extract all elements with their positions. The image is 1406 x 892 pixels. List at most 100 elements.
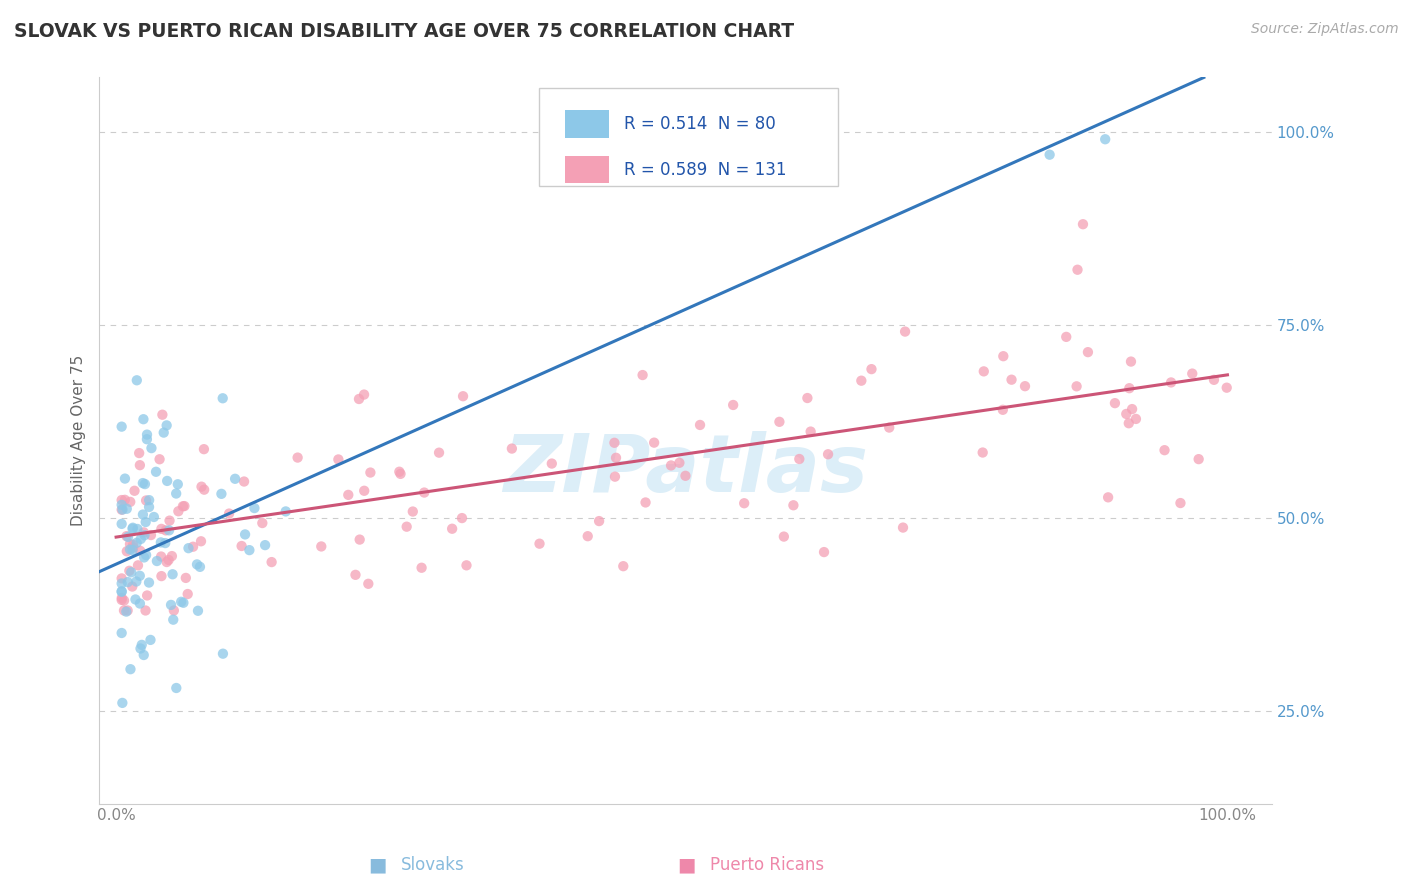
Bar	[565, 110, 609, 137]
Point	[233, 527, 256, 541]
Point	[160, 598, 183, 612]
Point	[118, 537, 141, 551]
Point	[156, 474, 179, 488]
Point	[162, 613, 184, 627]
Point	[1014, 379, 1036, 393]
Point	[991, 402, 1014, 417]
Point	[796, 391, 818, 405]
Point	[733, 496, 755, 510]
Point	[659, 458, 682, 473]
Point	[634, 495, 657, 509]
Point	[254, 538, 277, 552]
Point	[1188, 452, 1211, 467]
Point	[125, 373, 148, 387]
Point	[1153, 443, 1175, 458]
Point	[122, 541, 145, 555]
Point	[218, 507, 240, 521]
Point	[721, 398, 744, 412]
Point	[973, 364, 995, 378]
Point	[186, 558, 208, 572]
Point	[115, 605, 138, 619]
Point	[150, 549, 173, 564]
Point	[993, 349, 1015, 363]
Point	[789, 452, 811, 467]
Point	[112, 593, 135, 607]
Point	[122, 538, 145, 552]
Point	[501, 442, 523, 456]
Point	[150, 522, 173, 536]
Point	[134, 528, 156, 542]
Point	[287, 450, 309, 465]
Point	[877, 420, 900, 434]
Point	[972, 445, 994, 459]
Point	[139, 632, 162, 647]
Point	[159, 514, 181, 528]
Point	[124, 592, 146, 607]
Point	[111, 502, 134, 516]
Point	[135, 432, 157, 446]
Point	[800, 425, 823, 439]
Point	[540, 457, 562, 471]
Point	[131, 638, 153, 652]
Point	[328, 452, 350, 467]
Point	[114, 492, 136, 507]
Point	[190, 480, 212, 494]
Point	[120, 662, 142, 676]
Point	[1121, 402, 1143, 417]
Text: Source: ZipAtlas.com: Source: ZipAtlas.com	[1251, 22, 1399, 37]
Point	[1119, 354, 1142, 368]
Point	[1094, 132, 1116, 146]
Point	[172, 596, 194, 610]
Point	[817, 447, 839, 461]
Point	[576, 529, 599, 543]
Point	[128, 458, 150, 472]
Bar	[565, 156, 609, 184]
Point	[177, 541, 200, 556]
Point	[111, 593, 134, 607]
Point	[174, 571, 197, 585]
Point	[135, 548, 157, 562]
Point	[152, 425, 174, 440]
Point	[1000, 373, 1022, 387]
Point	[163, 603, 186, 617]
Point	[117, 575, 139, 590]
Point	[1066, 379, 1088, 393]
Point	[157, 524, 180, 538]
Point	[231, 539, 253, 553]
Point	[150, 569, 173, 583]
Point	[1039, 147, 1062, 161]
Point	[1115, 407, 1137, 421]
Point	[675, 468, 697, 483]
Point	[111, 584, 134, 599]
Point	[135, 603, 157, 617]
Point	[132, 648, 155, 662]
Point	[344, 567, 367, 582]
Point	[165, 681, 187, 695]
Point	[311, 540, 333, 554]
Point	[894, 325, 917, 339]
Point	[111, 576, 134, 591]
Point	[349, 533, 371, 547]
Point	[1118, 416, 1140, 430]
Point	[111, 516, 134, 531]
Point	[111, 493, 134, 508]
Point	[209, 487, 232, 501]
Point	[190, 534, 212, 549]
Point	[1202, 373, 1225, 387]
Text: R = 0.589  N = 131: R = 0.589 N = 131	[623, 161, 786, 178]
Point	[427, 445, 450, 459]
Point	[115, 544, 138, 558]
Point	[155, 524, 177, 538]
Point	[782, 498, 804, 512]
Point	[347, 392, 370, 406]
Point	[135, 515, 157, 529]
Point	[668, 456, 690, 470]
Point	[129, 597, 152, 611]
Point	[136, 589, 159, 603]
Point	[643, 435, 665, 450]
Point	[860, 362, 883, 376]
Point	[120, 495, 142, 509]
Point	[132, 476, 155, 491]
Text: ZIPatlas: ZIPatlas	[503, 431, 868, 508]
Point	[212, 647, 235, 661]
